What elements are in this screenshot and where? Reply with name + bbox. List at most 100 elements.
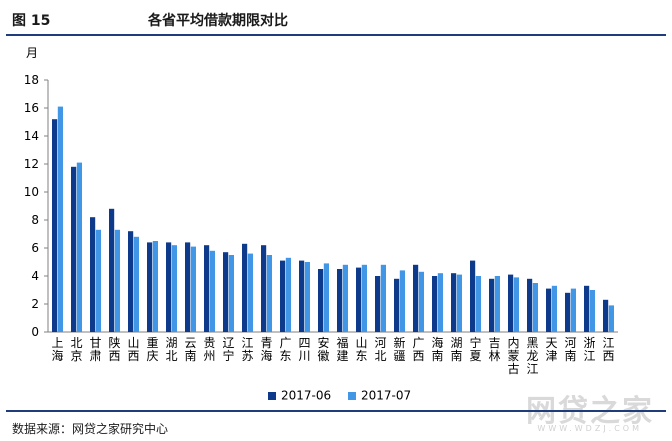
figure-header: 图 15 各省平均借款期限对比 xyxy=(6,4,666,36)
x-tick-label: 重 xyxy=(146,336,158,350)
bar-2-5 xyxy=(133,236,139,332)
x-tick-label: 北 xyxy=(70,336,82,350)
x-tick-label: 建 xyxy=(336,349,348,363)
y-tick-label: 10 xyxy=(24,185,39,199)
bar-2-24 xyxy=(494,276,500,332)
x-tick-label: 庆 xyxy=(146,349,158,363)
y-tick-label: 12 xyxy=(24,157,39,171)
x-tick-label: 青 xyxy=(260,336,272,350)
x-tick-label: 广 xyxy=(412,336,424,350)
bar-1-25 xyxy=(508,274,514,332)
bar-2-2 xyxy=(76,162,82,332)
bar-2-26 xyxy=(532,283,538,332)
x-tick-label: 蒙 xyxy=(507,349,519,363)
x-tick-label: 宁 xyxy=(222,348,234,363)
bar-2-1 xyxy=(57,106,63,332)
bar-1-11 xyxy=(242,243,248,332)
y-axis-unit-label: 月 xyxy=(26,46,38,60)
bar-2-16 xyxy=(342,264,348,332)
bar-1-12 xyxy=(261,245,267,332)
x-tick-label: 北 xyxy=(165,349,177,363)
legend-item-series-1: 2017-06 xyxy=(268,388,331,403)
bar-1-30 xyxy=(603,299,609,332)
x-tick-label: 西 xyxy=(412,349,424,363)
bar-1-17 xyxy=(356,267,362,332)
x-tick-label: 陕 xyxy=(108,335,120,350)
x-tick-label: 南 xyxy=(564,348,576,363)
bar-1-21 xyxy=(432,276,438,332)
bar-1-8 xyxy=(185,242,191,332)
bar-2-4 xyxy=(114,229,120,332)
bar-2-3 xyxy=(95,229,101,332)
bar-2-20 xyxy=(418,271,424,332)
x-tick-label: 上 xyxy=(51,336,63,350)
bar-2-11 xyxy=(247,253,253,332)
x-tick-label: 河 xyxy=(564,336,576,350)
x-tick-label: 西 xyxy=(108,349,120,363)
x-tick-label: 浙 xyxy=(583,336,595,350)
bar-2-8 xyxy=(190,246,196,332)
y-tick-label: 16 xyxy=(24,101,39,115)
bar-1-5 xyxy=(128,231,134,332)
x-tick-label: 安 xyxy=(317,335,329,350)
y-tick-label: 4 xyxy=(31,269,39,283)
bar-2-25 xyxy=(513,277,519,332)
bar-1-24 xyxy=(489,278,495,332)
bar-2-9 xyxy=(209,250,215,332)
bar-2-18 xyxy=(380,264,386,332)
bar-2-23 xyxy=(475,276,481,332)
legend-swatch-series-1 xyxy=(268,391,276,400)
y-tick-label: 18 xyxy=(24,73,39,87)
x-tick-label: 海 xyxy=(51,348,63,363)
bar-1-18 xyxy=(375,276,381,332)
bar-2-15 xyxy=(323,263,329,332)
bar-2-28 xyxy=(570,288,576,332)
x-tick-label: 河 xyxy=(374,336,386,350)
x-tick-label: 江 xyxy=(241,336,253,350)
x-tick-label: 山 xyxy=(355,336,367,350)
x-tick-label: 南 xyxy=(431,348,443,363)
bar-2-30 xyxy=(608,305,614,332)
bar-2-19 xyxy=(399,270,405,332)
x-tick-label: 新 xyxy=(393,335,405,350)
bar-2-6 xyxy=(152,241,158,332)
x-tick-label: 贵 xyxy=(203,336,215,350)
bar-2-27 xyxy=(551,285,557,332)
bar-2-22 xyxy=(456,274,462,332)
figure-number: 图 15 xyxy=(12,13,51,29)
x-tick-label: 徽 xyxy=(317,348,329,363)
x-tick-label: 广 xyxy=(279,336,291,350)
bar-1-28 xyxy=(565,292,571,332)
legend-item-series-2: 2017-07 xyxy=(348,388,411,403)
bar-2-7 xyxy=(171,245,177,332)
data-source: 数据来源：网贷之家研究中心 xyxy=(12,422,169,436)
x-tick-label: 黑 xyxy=(526,336,538,350)
bar-2-17 xyxy=(361,264,367,332)
x-tick-label: 东 xyxy=(279,349,291,363)
bar-1-2 xyxy=(71,166,77,332)
x-tick-label: 京 xyxy=(70,349,82,363)
bar-1-14 xyxy=(299,260,305,332)
x-tick-label: 四 xyxy=(298,336,310,350)
bar-1-29 xyxy=(584,285,590,332)
bar-1-26 xyxy=(527,278,533,332)
x-tick-label: 川 xyxy=(298,349,310,363)
x-tick-label: 海 xyxy=(431,335,443,350)
x-tick-label: 南 xyxy=(184,348,196,363)
x-tick-label: 辽 xyxy=(222,336,234,350)
x-tick-label: 苏 xyxy=(241,349,253,363)
x-tick-label: 江 xyxy=(583,349,595,363)
legend-swatch-series-2 xyxy=(348,391,356,400)
x-tick-label: 林 xyxy=(488,349,500,363)
bar-2-29 xyxy=(589,290,595,332)
bar-1-3 xyxy=(90,217,96,332)
legend-label-series-1: 2017-06 xyxy=(281,388,332,403)
bar-chart: 月024681012141618上海北京甘肃陕西山西重庆湖北云南贵州辽宁江苏青海… xyxy=(24,46,618,376)
chart-legend: 2017-06 2017-07 xyxy=(0,386,672,406)
x-tick-label: 南 xyxy=(450,348,462,363)
legend-label-series-2: 2017-07 xyxy=(361,388,412,403)
x-tick-label: 江 xyxy=(602,336,614,350)
x-tick-label: 吉 xyxy=(488,336,500,350)
bar-2-12 xyxy=(266,255,272,332)
bar-1-20 xyxy=(413,264,419,332)
